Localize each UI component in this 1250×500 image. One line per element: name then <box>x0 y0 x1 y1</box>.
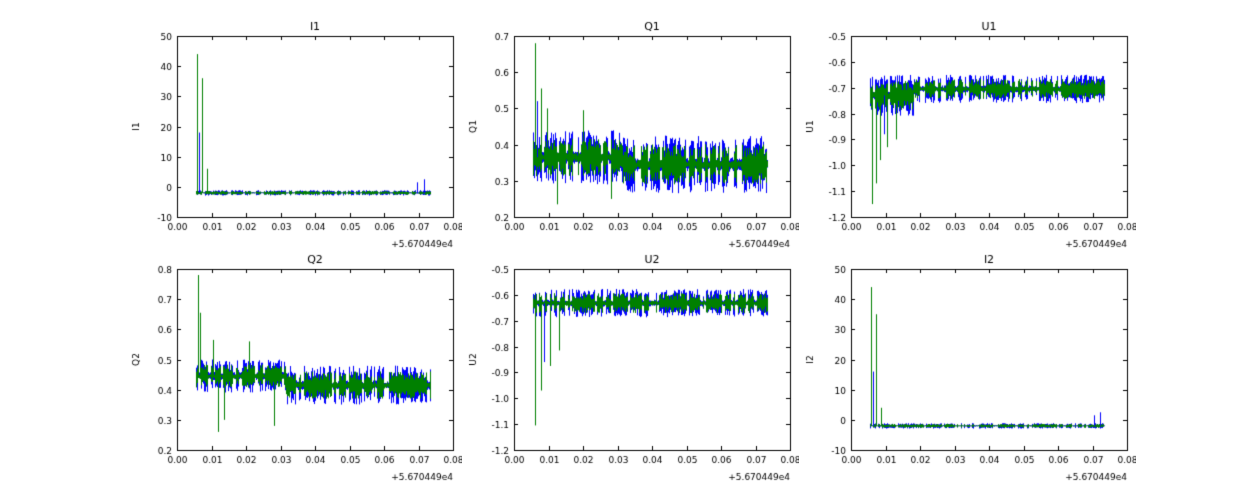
subplot-u2-canvas <box>462 251 799 484</box>
subplot-i2-canvas <box>799 251 1136 484</box>
subplot-q1-canvas <box>462 18 799 251</box>
subplot-u1-canvas <box>799 18 1136 251</box>
subplot-i1-canvas <box>125 18 462 251</box>
subplot-u1 <box>799 18 1136 251</box>
subplot-i1 <box>125 18 462 251</box>
subplot-q2 <box>125 251 462 484</box>
subplot-i2 <box>799 251 1136 484</box>
subplot-grid <box>125 18 1136 484</box>
subplot-u2 <box>462 251 799 484</box>
subplot-q1 <box>462 18 799 251</box>
subplot-q2-canvas <box>125 251 462 484</box>
